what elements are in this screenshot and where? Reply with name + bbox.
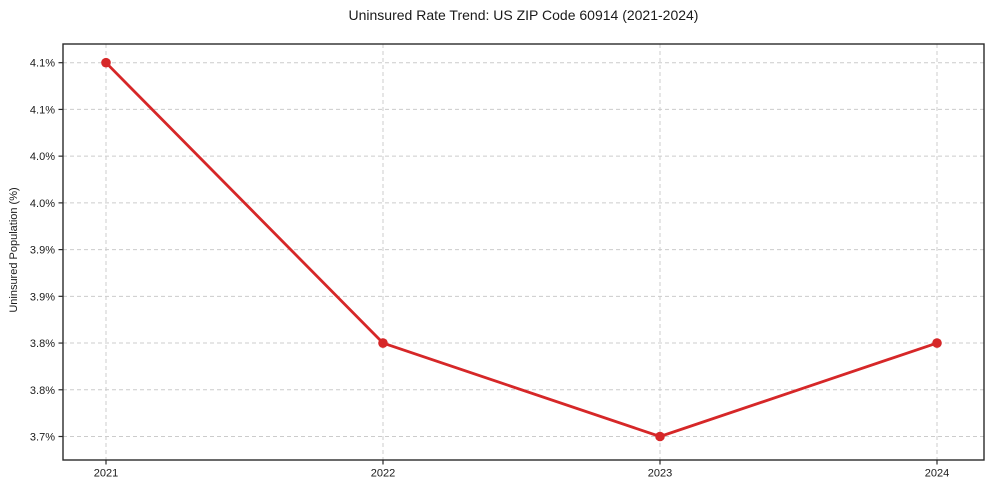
data-point-2021 xyxy=(101,57,111,68)
y-tick-label: 3.9% xyxy=(30,245,55,257)
data-point-2022 xyxy=(378,338,388,348)
y-tick-label: 3.9% xyxy=(30,291,55,303)
y-tick-label: 4.1% xyxy=(30,104,55,116)
x-tick-label: 2021 xyxy=(94,468,118,480)
x-tick-label: 2023 xyxy=(648,468,672,480)
plot-border xyxy=(62,43,985,461)
data-point-2023 xyxy=(655,431,665,442)
y-tick-label: 4.0% xyxy=(30,151,55,163)
data-point-2024 xyxy=(932,338,942,348)
y-axis-label: Uninsured Population (%) xyxy=(8,187,20,313)
y-tick-label: 3.8% xyxy=(30,385,55,397)
y-tick-label: 4.1% xyxy=(30,58,55,70)
y-tick-label: 4.0% xyxy=(30,198,55,210)
trend-line xyxy=(104,61,939,438)
x-tick-label: 2024 xyxy=(925,468,949,480)
chart-title: Uninsured Rate Trend: US ZIP Code 60914 … xyxy=(348,7,699,23)
x-tick-label: 2022 xyxy=(371,468,395,480)
y-tick-label: 3.7% xyxy=(30,432,55,444)
y-tick-label: 3.8% xyxy=(30,338,55,350)
